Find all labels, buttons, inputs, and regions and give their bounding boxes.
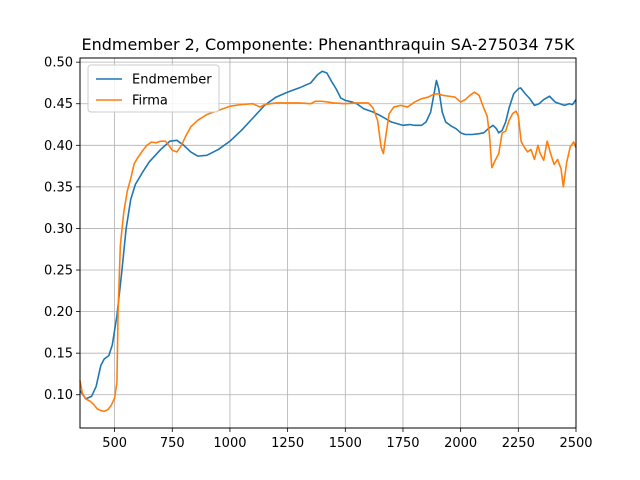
x-tick-label: 1750 — [386, 436, 419, 451]
y-tick-label: 0.10 — [44, 388, 73, 403]
plot-frame — [79, 57, 577, 429]
x-tick-label: 500 — [102, 436, 127, 451]
y-tick-label: 0.45 — [44, 97, 73, 112]
y-tick-label: 0.35 — [44, 180, 73, 195]
legend: Endmember Firma — [87, 64, 220, 113]
series-group — [79, 70, 577, 413]
grid-lines — [80, 58, 577, 428]
x-tick-label: 1250 — [271, 436, 304, 451]
x-tick-label: 750 — [160, 436, 185, 451]
x-tick-label: 2000 — [444, 436, 477, 451]
legend-label: Endmember — [132, 73, 212, 88]
y-tick-label: 0.15 — [44, 347, 73, 362]
y-tick-label: 0.40 — [44, 139, 73, 154]
y-tick-label: 0.20 — [44, 305, 73, 320]
x-tick-label: 1000 — [213, 436, 246, 451]
x-tick-label: 2250 — [502, 436, 535, 451]
legend-label: Firma — [132, 94, 168, 109]
series-line-firma — [79, 91, 577, 413]
y-tick-label: 0.30 — [44, 222, 73, 237]
x-tick-label: 1500 — [329, 436, 362, 451]
y-tick-label: 0.25 — [44, 264, 73, 279]
x-tick-label: 2500 — [559, 436, 592, 451]
series-line-endmember — [79, 70, 577, 400]
y-tick-label: 0.50 — [44, 56, 73, 71]
axis-ticks: 500 750 1000 1250 1500 1750 2000 2250 2500 0.10 0.… — [44, 56, 593, 451]
chart-title: Endmember 2, Componente: Phenanthraquin … — [82, 35, 575, 54]
